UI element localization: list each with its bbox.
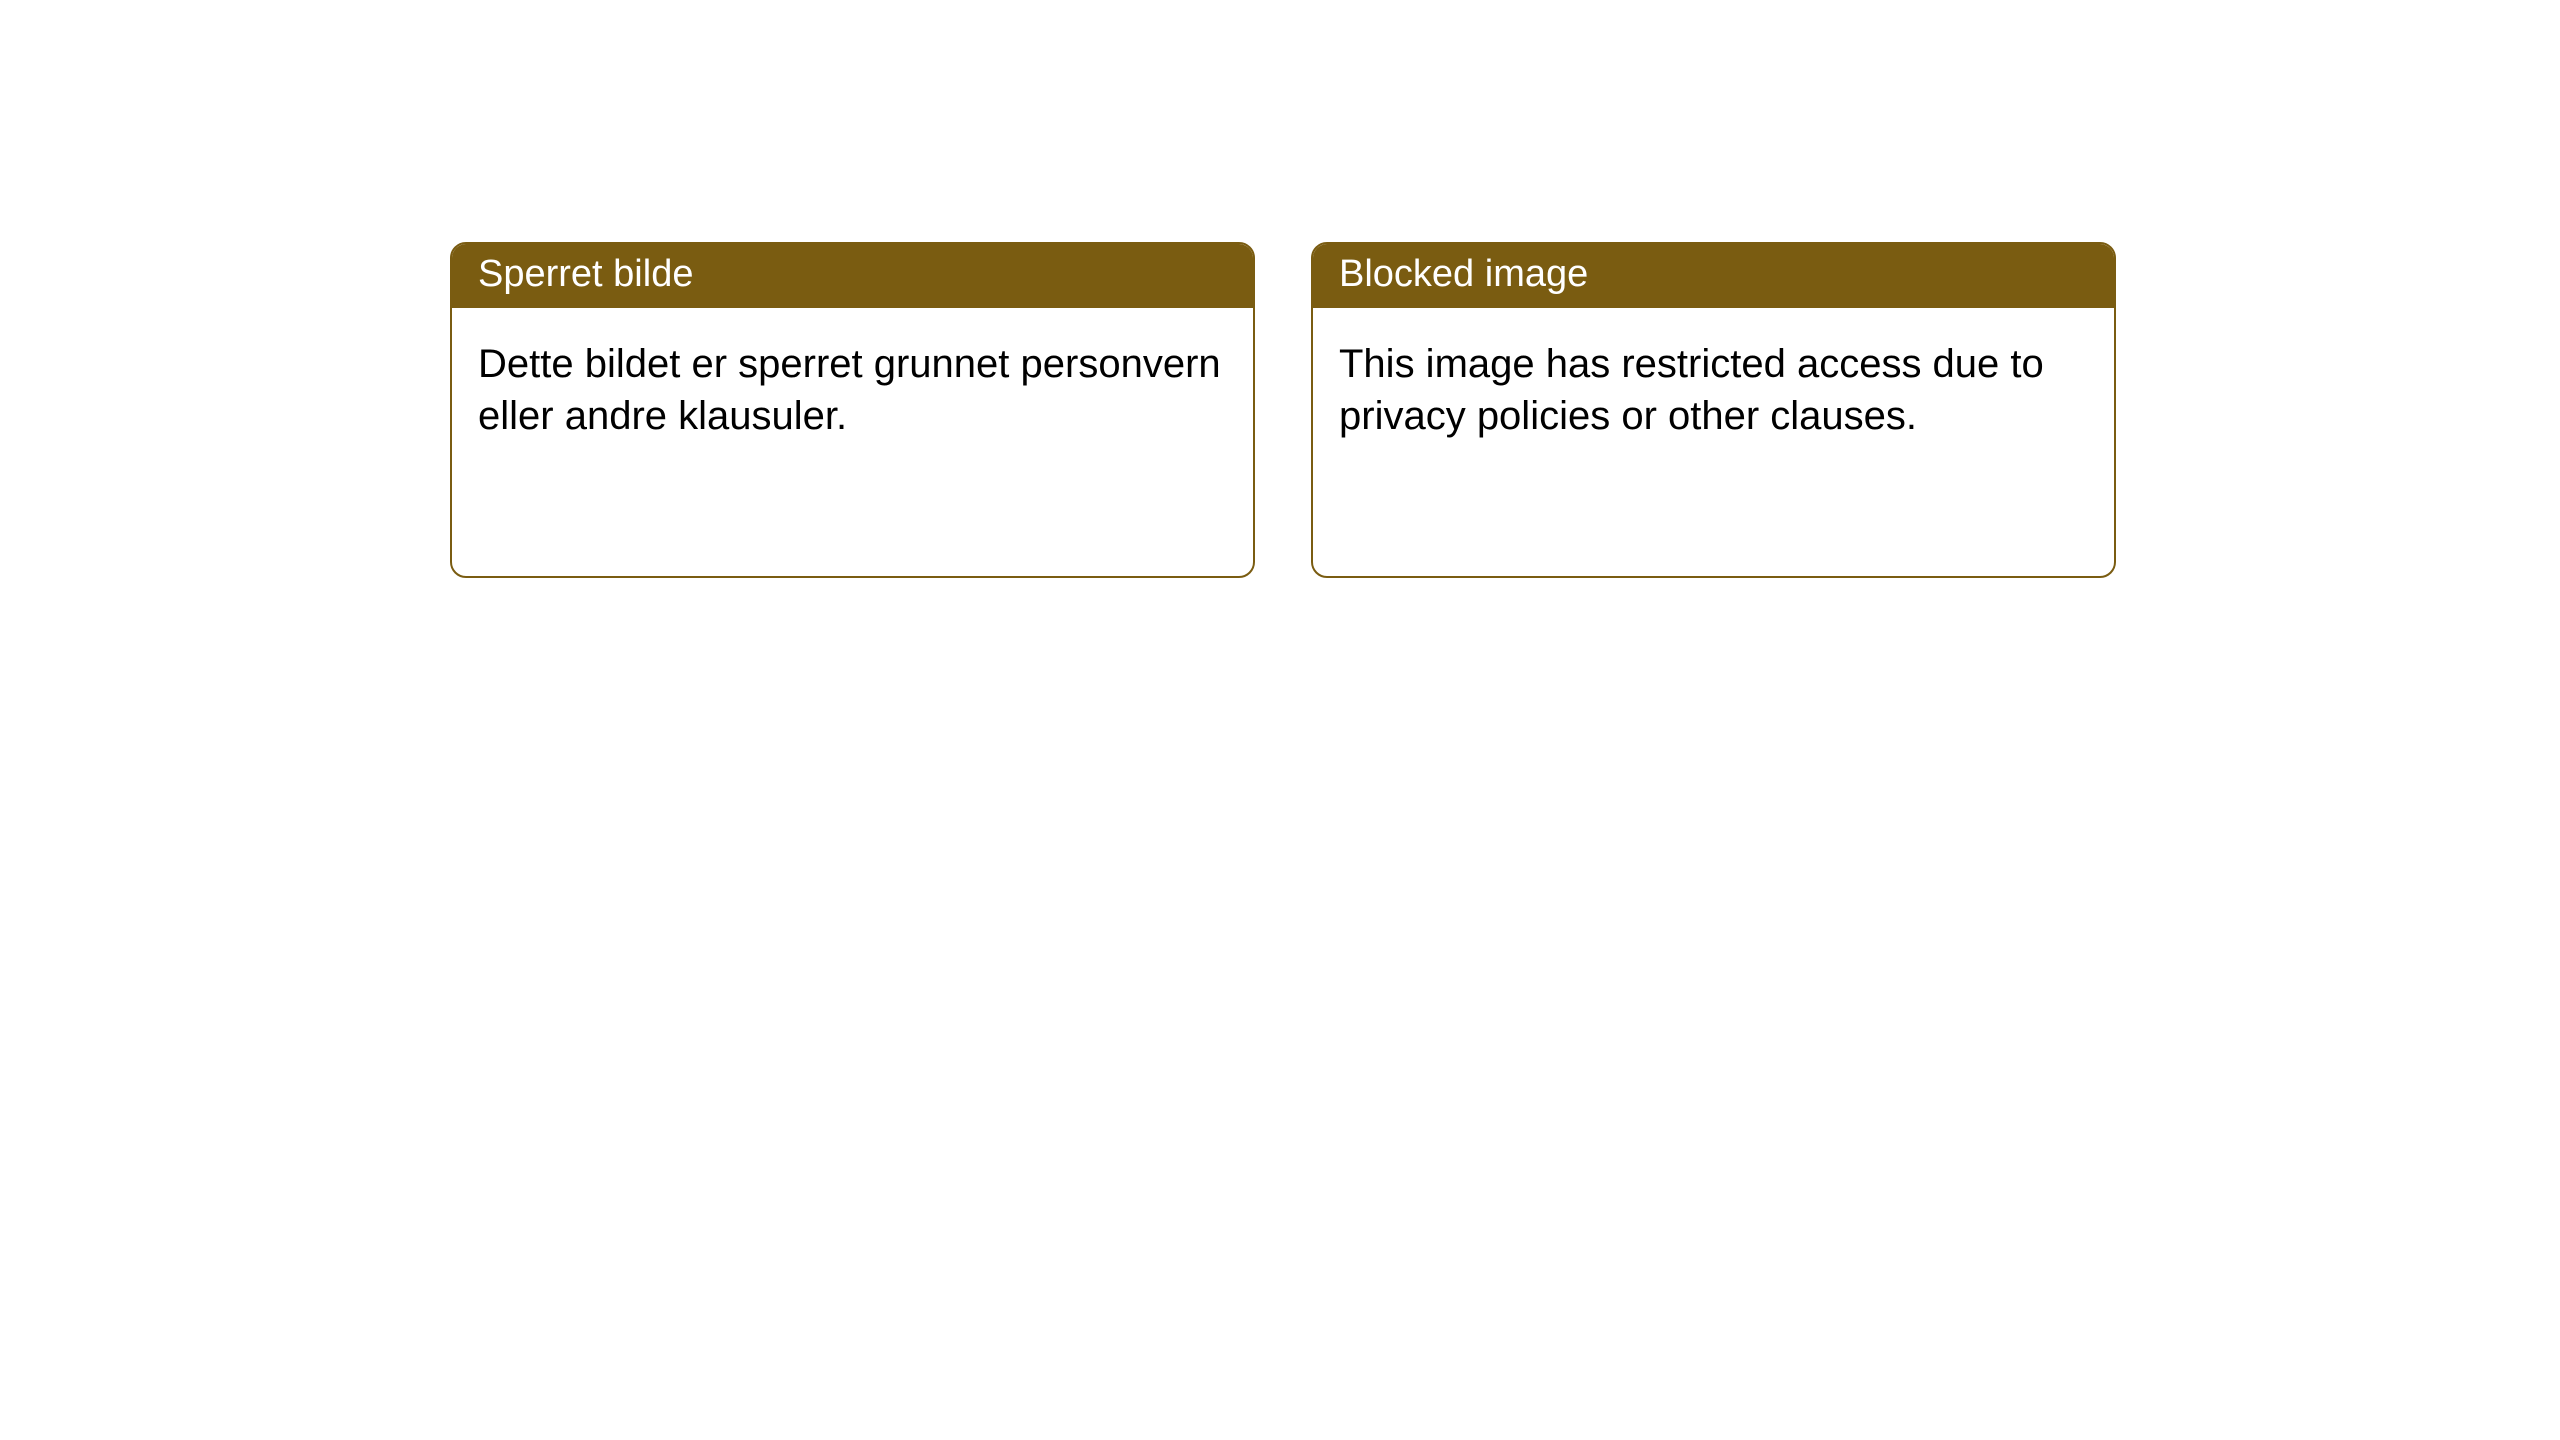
card-body-norwegian: Dette bildet er sperret grunnet personve… bbox=[452, 308, 1253, 576]
card-header-norwegian: Sperret bilde bbox=[452, 244, 1253, 308]
card-body-english: This image has restricted access due to … bbox=[1313, 308, 2114, 576]
cards-wrapper: Sperret bilde Dette bildet er sperret gr… bbox=[450, 242, 2116, 578]
info-card-norwegian: Sperret bilde Dette bildet er sperret gr… bbox=[450, 242, 1255, 578]
info-card-english: Blocked image This image has restricted … bbox=[1311, 242, 2116, 578]
card-header-english: Blocked image bbox=[1313, 244, 2114, 308]
